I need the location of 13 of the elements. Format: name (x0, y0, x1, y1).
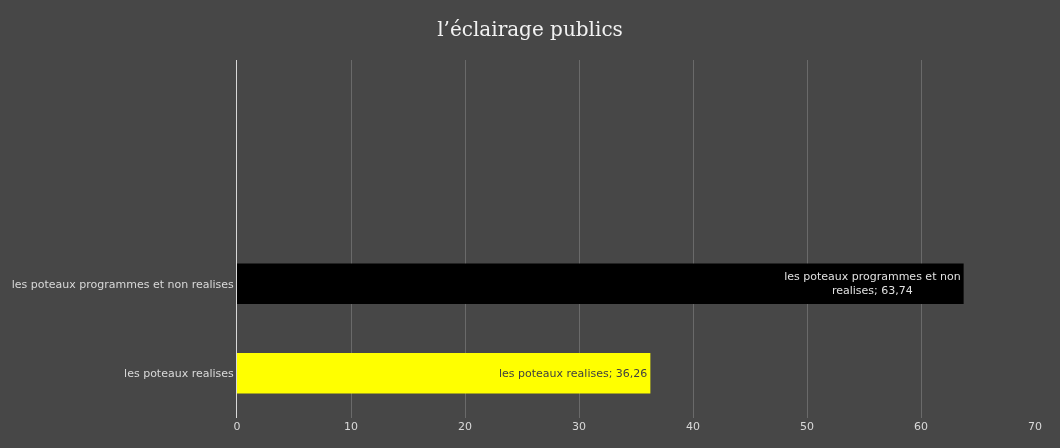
x-tick-label: 50 (800, 420, 814, 433)
x-tick-label: 70 (1028, 420, 1042, 433)
data-label: les poteaux programmes et non realises; 63,74 (784, 270, 961, 298)
x-tick-label: 30 (572, 420, 586, 433)
y-tick-label: les poteaux realises (124, 367, 235, 381)
y-tick-label: les poteaux programmes et non realises (11, 277, 235, 291)
data-label: les poteaux realises; 36,26 (498, 366, 648, 380)
x-tick-label: 20 (458, 420, 472, 433)
x-tick-label: 0 (233, 420, 241, 433)
x-tick-label: 40 (686, 420, 700, 433)
chart-title: l’éclairage publics (437, 17, 623, 42)
x-tick-label: 10 (344, 420, 358, 433)
x-tick-label: 60 (914, 420, 928, 433)
